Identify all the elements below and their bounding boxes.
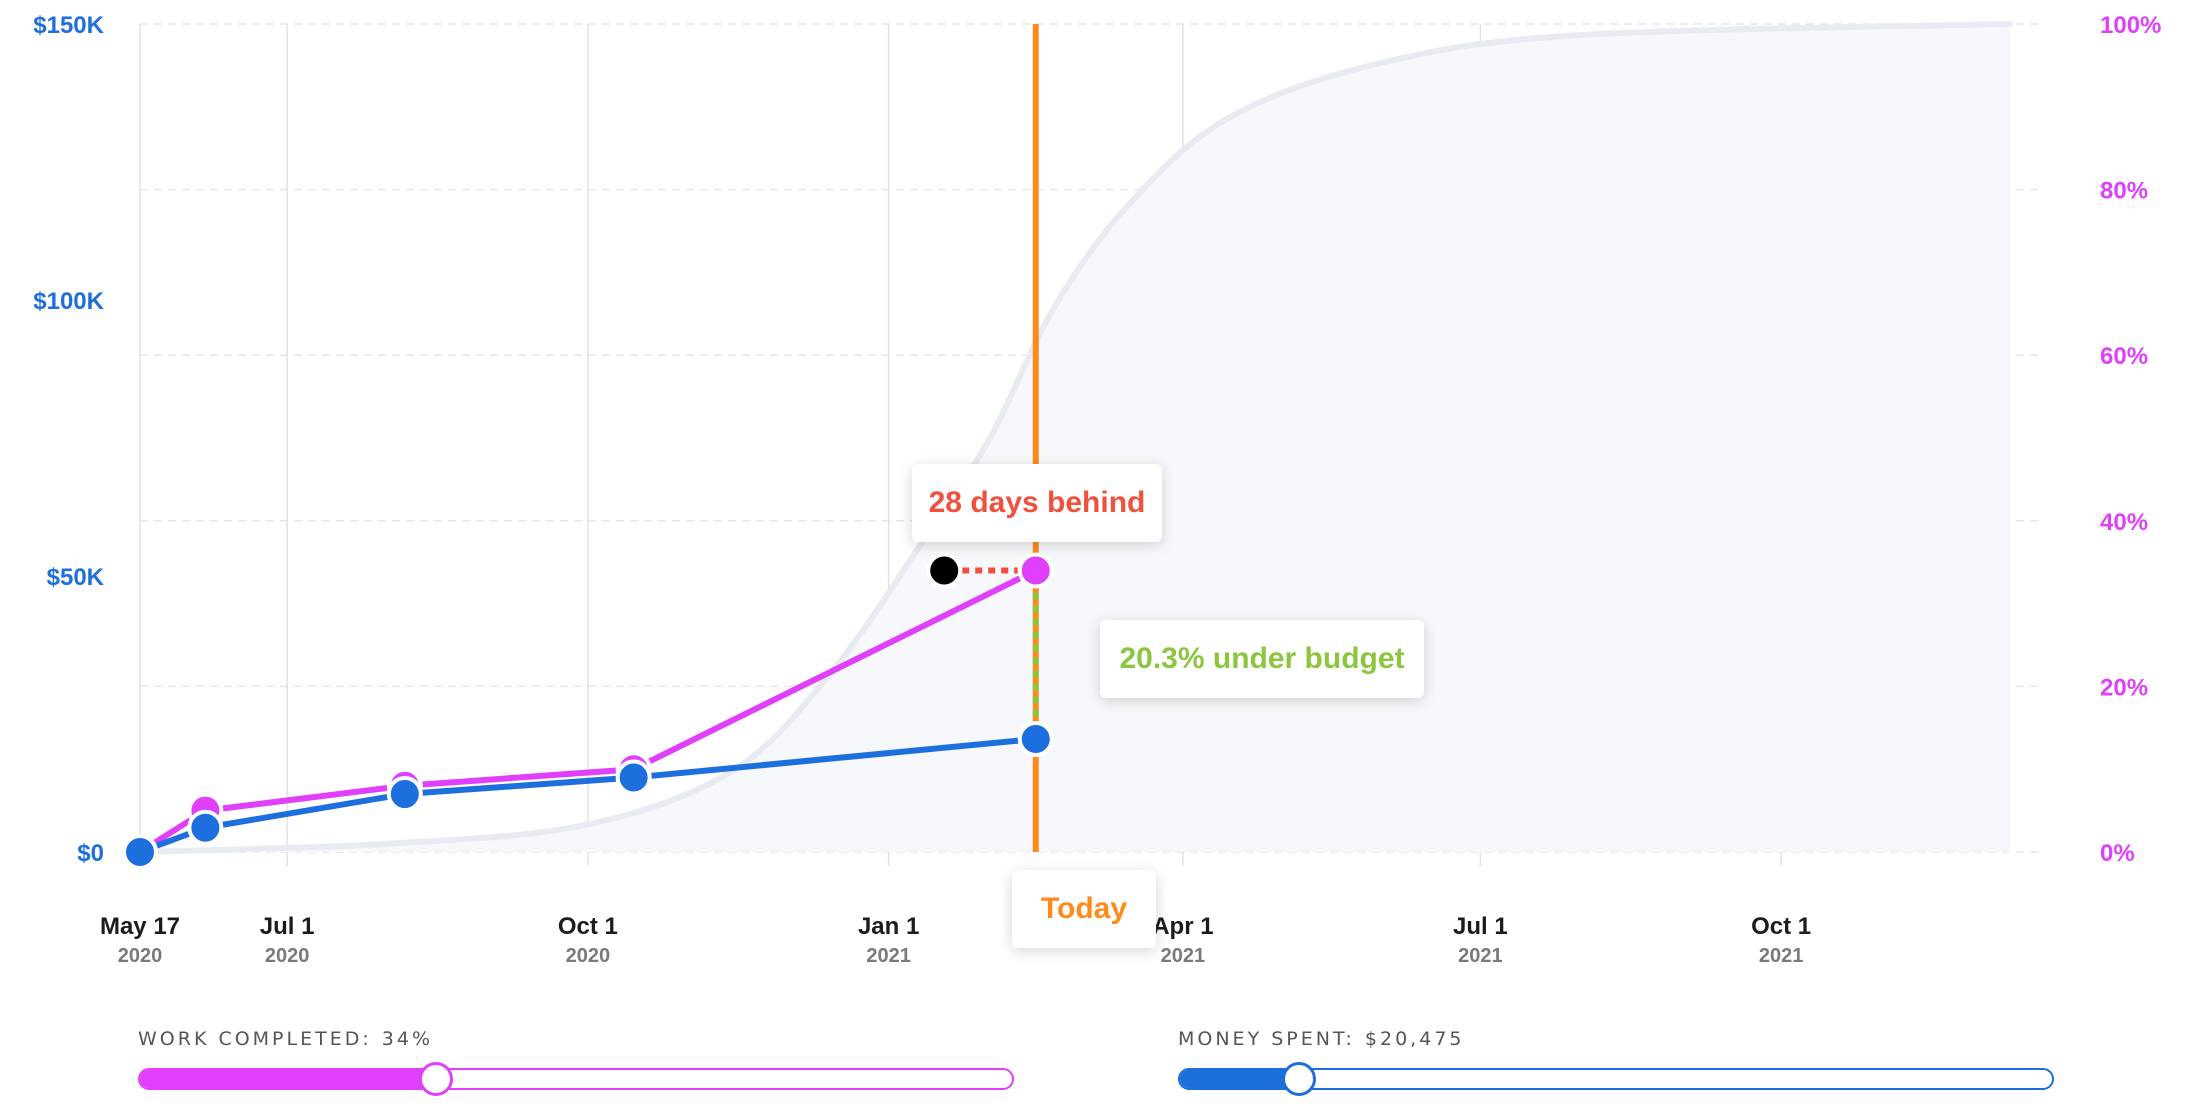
money-spent-point xyxy=(386,776,423,813)
axes: 0% 20% 40% 60% 80% 100% $0 $50K $100K $150K May 17… xyxy=(33,12,2161,967)
money-spent-point xyxy=(122,834,158,870)
money-spent-value: $20,475 xyxy=(1364,1028,1465,1050)
left-tick-label: $150K xyxy=(33,12,104,39)
x-tick-year: 2021 xyxy=(1458,945,1503,967)
right-tick-label: 80% xyxy=(2100,178,2148,205)
x-tick-label: Jul 1 xyxy=(260,913,315,940)
planned-budget-curve xyxy=(137,21,2013,855)
money-spent-control: MONEY SPENT: $20,475 xyxy=(1178,1028,2058,1096)
x-tick-label: May 17 xyxy=(100,913,180,940)
x-tick-year: 2020 xyxy=(265,945,310,967)
schedule-callout-text: 28 days behind xyxy=(928,486,1146,519)
x-tick-label: Oct 1 xyxy=(558,913,618,940)
work-completed-thumb[interactable] xyxy=(419,1062,454,1096)
work-completed-label: WORK COMPLETED: 34% xyxy=(138,1028,434,1050)
planned-line xyxy=(137,21,2013,855)
left-tick-label: $0 xyxy=(77,840,104,867)
x-tick-year: 2021 xyxy=(1161,945,1206,967)
planned-progress-point xyxy=(926,552,963,589)
budget-callout-text: 20.3% under budget xyxy=(1119,642,1405,675)
money-spent-thumb[interactable] xyxy=(1281,1062,1316,1096)
x-tick-label: Oct 1 xyxy=(1751,913,1811,940)
x-tick-year: 2020 xyxy=(566,945,611,967)
x-tick-year: 2021 xyxy=(1759,945,1804,967)
x-tick-label: Jan 1 xyxy=(858,913,919,940)
money-spent-slider[interactable] xyxy=(1178,1062,2054,1096)
work-completed-value: 34% xyxy=(381,1028,434,1050)
right-tick-label: 40% xyxy=(2100,509,2148,536)
right-tick-label: 100% xyxy=(2100,12,2161,39)
x-tick-label: Apr 1 xyxy=(1152,913,1213,940)
x-tick-year: 2021 xyxy=(866,945,911,967)
money-spent-point xyxy=(1017,720,1054,757)
money-spent-point xyxy=(187,809,224,846)
right-tick-label: 0% xyxy=(2100,840,2135,867)
money-spent-point xyxy=(615,759,652,796)
series xyxy=(122,552,1054,870)
budget-callout: 20.3% under budget xyxy=(1100,620,1424,698)
left-tick-label: $100K xyxy=(33,288,104,315)
work-completed-point xyxy=(1017,552,1054,589)
planned-area xyxy=(140,24,2010,852)
left-tick-label: $50K xyxy=(47,564,105,591)
x-tick-year: 2020 xyxy=(118,945,163,967)
schedule-callout: 28 days behind xyxy=(912,464,1162,542)
x-tick-label: Jul 1 xyxy=(1453,913,1508,940)
today-label: Today xyxy=(1012,870,1156,948)
money-spent-label: MONEY SPENT: $20,475 xyxy=(1178,1028,1465,1050)
project-chart: 0% 20% 40% 60% 80% 100% $0 $50K $100K $150K May 17… xyxy=(33,12,2161,967)
connectors xyxy=(962,567,1039,717)
right-tick-label: 20% xyxy=(2100,674,2148,701)
today-label-text: Today xyxy=(1040,892,1128,925)
money-spent-fill xyxy=(1180,1070,1299,1088)
work-completed-control: WORK COMPLETED: 34% xyxy=(138,1028,1018,1096)
right-tick-label: 60% xyxy=(2100,343,2148,370)
work-completed-slider[interactable] xyxy=(138,1062,1014,1096)
work-completed-fill xyxy=(140,1070,437,1088)
